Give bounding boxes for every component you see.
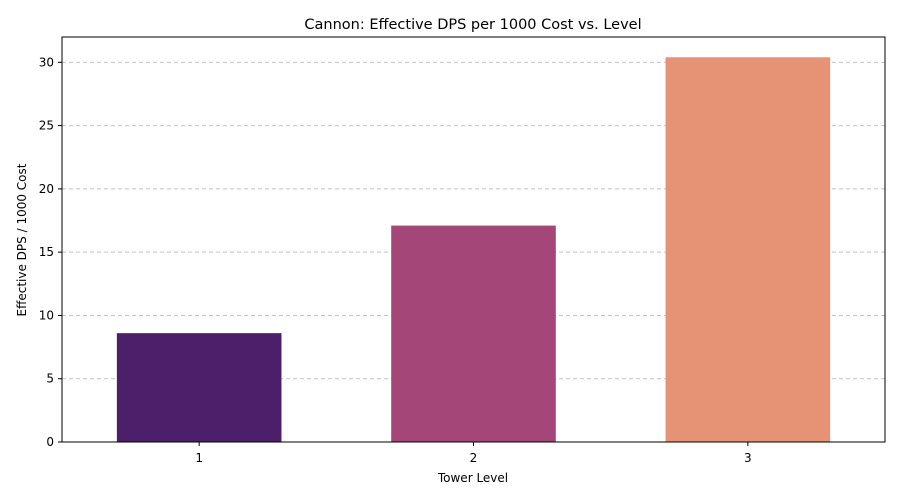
bar-level-1 <box>116 333 282 442</box>
chart-title: Cannon: Effective DPS per 1000 Cost vs. … <box>304 17 641 33</box>
x-tick-label: 2 <box>470 451 478 465</box>
y-tick-label: 30 <box>39 55 54 69</box>
y-tick-label: 0 <box>46 435 54 449</box>
y-axis-ticks: 0 5 10 15 20 25 30 <box>39 55 62 449</box>
y-tick-label: 20 <box>39 182 54 196</box>
x-tick-label: 3 <box>744 451 752 465</box>
y-tick-label: 25 <box>39 119 54 133</box>
x-tick-label: 1 <box>195 451 203 465</box>
y-tick-label: 10 <box>39 308 54 322</box>
bar-level-3 <box>665 57 831 442</box>
x-axis-label: Tower Level <box>437 471 508 485</box>
x-axis-ticks: 1 2 3 <box>195 442 752 465</box>
y-tick-label: 15 <box>39 245 54 259</box>
bars <box>116 57 831 442</box>
y-axis-label: Effective DPS / 1000 Cost <box>15 163 29 316</box>
bar-level-2 <box>391 225 556 442</box>
y-tick-label: 5 <box>46 372 54 386</box>
